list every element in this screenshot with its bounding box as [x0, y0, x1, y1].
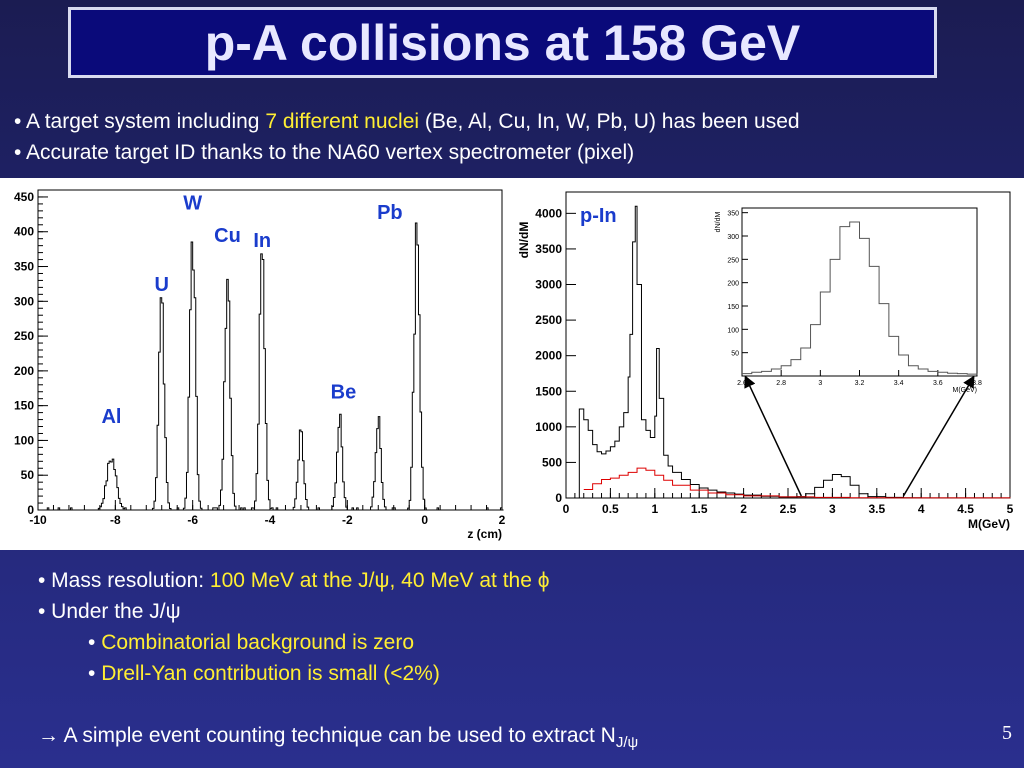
- y-tick-label: 0: [27, 503, 34, 517]
- x-tick-label: -10: [29, 513, 47, 527]
- bullet-marker: •: [88, 662, 102, 685]
- bullet-target-system: • A target system including 7 different …: [14, 106, 800, 137]
- inset-x-tick-label: 2.8: [776, 380, 786, 387]
- z-vertex-histogram: 0 50 100 150 200 250 300 350 400 450 -10 -8 -6 -4 -2 0 2…: [14, 189, 506, 541]
- mass-series-red: [583, 467, 1011, 499]
- x-tick-label: 3: [829, 502, 836, 516]
- x-tick-label: 4.5: [957, 502, 974, 516]
- slide-title: p-A collisions at 158 GeV: [204, 14, 801, 71]
- x-tick-label: -4: [265, 513, 276, 527]
- mass-series-black: [570, 205, 1011, 499]
- y-tick-label: 300: [14, 294, 34, 308]
- inset-x-tick-label: 3.2: [855, 380, 865, 387]
- inset-x-tick-label: 2.6: [737, 380, 747, 387]
- inset-y-tick-label: 50: [731, 351, 739, 358]
- title-box: p-A collisions at 158 GeV: [68, 7, 937, 78]
- bullet-under-jpsi: • Under the J/ψ: [38, 600, 181, 623]
- bullet-highlight: ,: [389, 569, 402, 592]
- inset-histogram-line: [742, 221, 978, 375]
- zoom-arrow-right: [902, 375, 975, 497]
- conclusion-subscript: J/ψ: [615, 734, 639, 752]
- top-bullets: • A target system including 7 different …: [14, 106, 800, 168]
- inset-x-axis-label: M(GeV): [953, 387, 978, 394]
- y-tick-label: 1000: [535, 420, 562, 434]
- inset-y-tick-label: 200: [727, 281, 739, 288]
- inset-x-tick-label: 3: [818, 380, 822, 387]
- x-tick-label: 0: [563, 502, 570, 516]
- x-tick-label: -6: [187, 513, 198, 527]
- peak-label-al: Al: [101, 406, 121, 428]
- plots-panel: 0 50 100 150 200 250 300 350 400 450 -10 -8 -6 -4 -2 0 2…: [0, 178, 1024, 550]
- inset-y-tick-label: 100: [727, 327, 739, 334]
- peak-label-w: W: [183, 192, 202, 214]
- page-number: 5: [1002, 722, 1012, 744]
- x-tick-label: 0.5: [602, 502, 619, 516]
- x-tick-label: 3.5: [868, 502, 885, 516]
- x-tick-label: 4: [918, 502, 925, 516]
- panel-label: p-In: [580, 205, 617, 227]
- y-tick-label: 3000: [535, 278, 562, 292]
- y-tick-label: 200: [14, 364, 34, 378]
- y-tick-label: 350: [14, 260, 34, 274]
- x-tick-label: 2: [740, 502, 747, 516]
- peak-label-cu: Cu: [214, 225, 241, 247]
- peak-label-pb: Pb: [377, 202, 403, 224]
- mass-spectrum-histogram: 0 500 1000 1500 2000 2500 3000 3500 4000 dN/dM 0 0.…: [517, 191, 1014, 531]
- y-tick-label: 500: [542, 455, 562, 469]
- bullet-text: (Be, Al, Cu, In, W, Pb, U) has been used: [419, 110, 800, 133]
- x-tick-label: 1: [651, 502, 658, 516]
- inset-x-tick-label: 3.8: [972, 380, 982, 387]
- bullet-highlight: Combinatorial background is zero: [101, 631, 415, 654]
- peak-label-be: Be: [331, 382, 357, 404]
- bullet-marker: •: [88, 631, 102, 654]
- y-tick-label: 2000: [535, 349, 562, 363]
- y-tick-label: 3500: [535, 242, 562, 256]
- bullet-target-id: • Accurate target ID thanks to the NA60 …: [14, 141, 635, 164]
- x-tick-label: 5: [1007, 502, 1014, 516]
- bullet-text: • A target system including: [14, 110, 266, 133]
- y-axis-label: dN/dM: [517, 222, 531, 259]
- y-tick-label: 50: [21, 468, 35, 482]
- inset-y-tick-label: 300: [727, 234, 739, 241]
- bullet-highlight: Drell-Yan contribution is small (<2%): [101, 662, 440, 685]
- x-tick-label: 2.5: [780, 502, 797, 516]
- inset-y-tick-label: 150: [727, 304, 739, 311]
- bullet-highlight: 40 MeV at the ϕ: [401, 569, 550, 592]
- y-tick-label: 250: [14, 329, 34, 343]
- x-tick-label: -8: [110, 513, 121, 527]
- x-tick-label: 1.5: [691, 502, 708, 516]
- bullet-text: • Mass resolution:: [38, 569, 210, 592]
- z-histogram-line: [38, 222, 504, 511]
- inset-x-tick-label: 3.6: [933, 380, 943, 387]
- y-tick-label: 400: [14, 225, 34, 239]
- conclusion-text: → A simple event counting technique can …: [38, 724, 616, 747]
- y-tick-label: 1500: [535, 384, 562, 398]
- sub-bullet-combinatorial: • Combinatorial background is zero: [38, 627, 638, 658]
- x-tick-label: 0: [421, 513, 428, 527]
- y-tick-label: 150: [14, 399, 34, 413]
- y-tick-label: 2500: [535, 313, 562, 327]
- x-axis-label: M(GeV): [968, 517, 1010, 531]
- y-tick-label: 4000: [535, 206, 562, 220]
- peak-label-in: In: [253, 230, 271, 252]
- y-tick-label: 0: [555, 491, 562, 505]
- conclusion-line: → A simple event counting technique can …: [38, 720, 638, 758]
- y-tick-label: 100: [14, 433, 34, 447]
- bullet-mass-resolution: • Mass resolution: 100 MeV at the J/ψ, 4…: [38, 565, 638, 596]
- sub-bullet-drell-yan: • Drell-Yan contribution is small (<2%): [38, 658, 638, 689]
- x-axis-label: z (cm): [467, 527, 502, 541]
- inset-x-tick-label: 3.4: [894, 380, 904, 387]
- bullet-highlight: 100 MeV at the J/ψ: [209, 569, 390, 592]
- bottom-bullets: • Mass resolution: 100 MeV at the J/ψ, 4…: [38, 565, 638, 758]
- peak-label-u: U: [155, 274, 169, 296]
- inset-y-axis-label: dN/dM: [715, 212, 722, 233]
- inset-y-tick-label: 250: [727, 257, 739, 264]
- zoom-arrow-left: [744, 375, 802, 497]
- inset-y-tick-label: 350: [727, 211, 739, 218]
- bullet-highlight: 7 different nuclei: [265, 110, 420, 133]
- x-tick-label: 2: [499, 513, 506, 527]
- x-tick-label: -2: [342, 513, 353, 527]
- y-tick-label: 450: [14, 190, 34, 204]
